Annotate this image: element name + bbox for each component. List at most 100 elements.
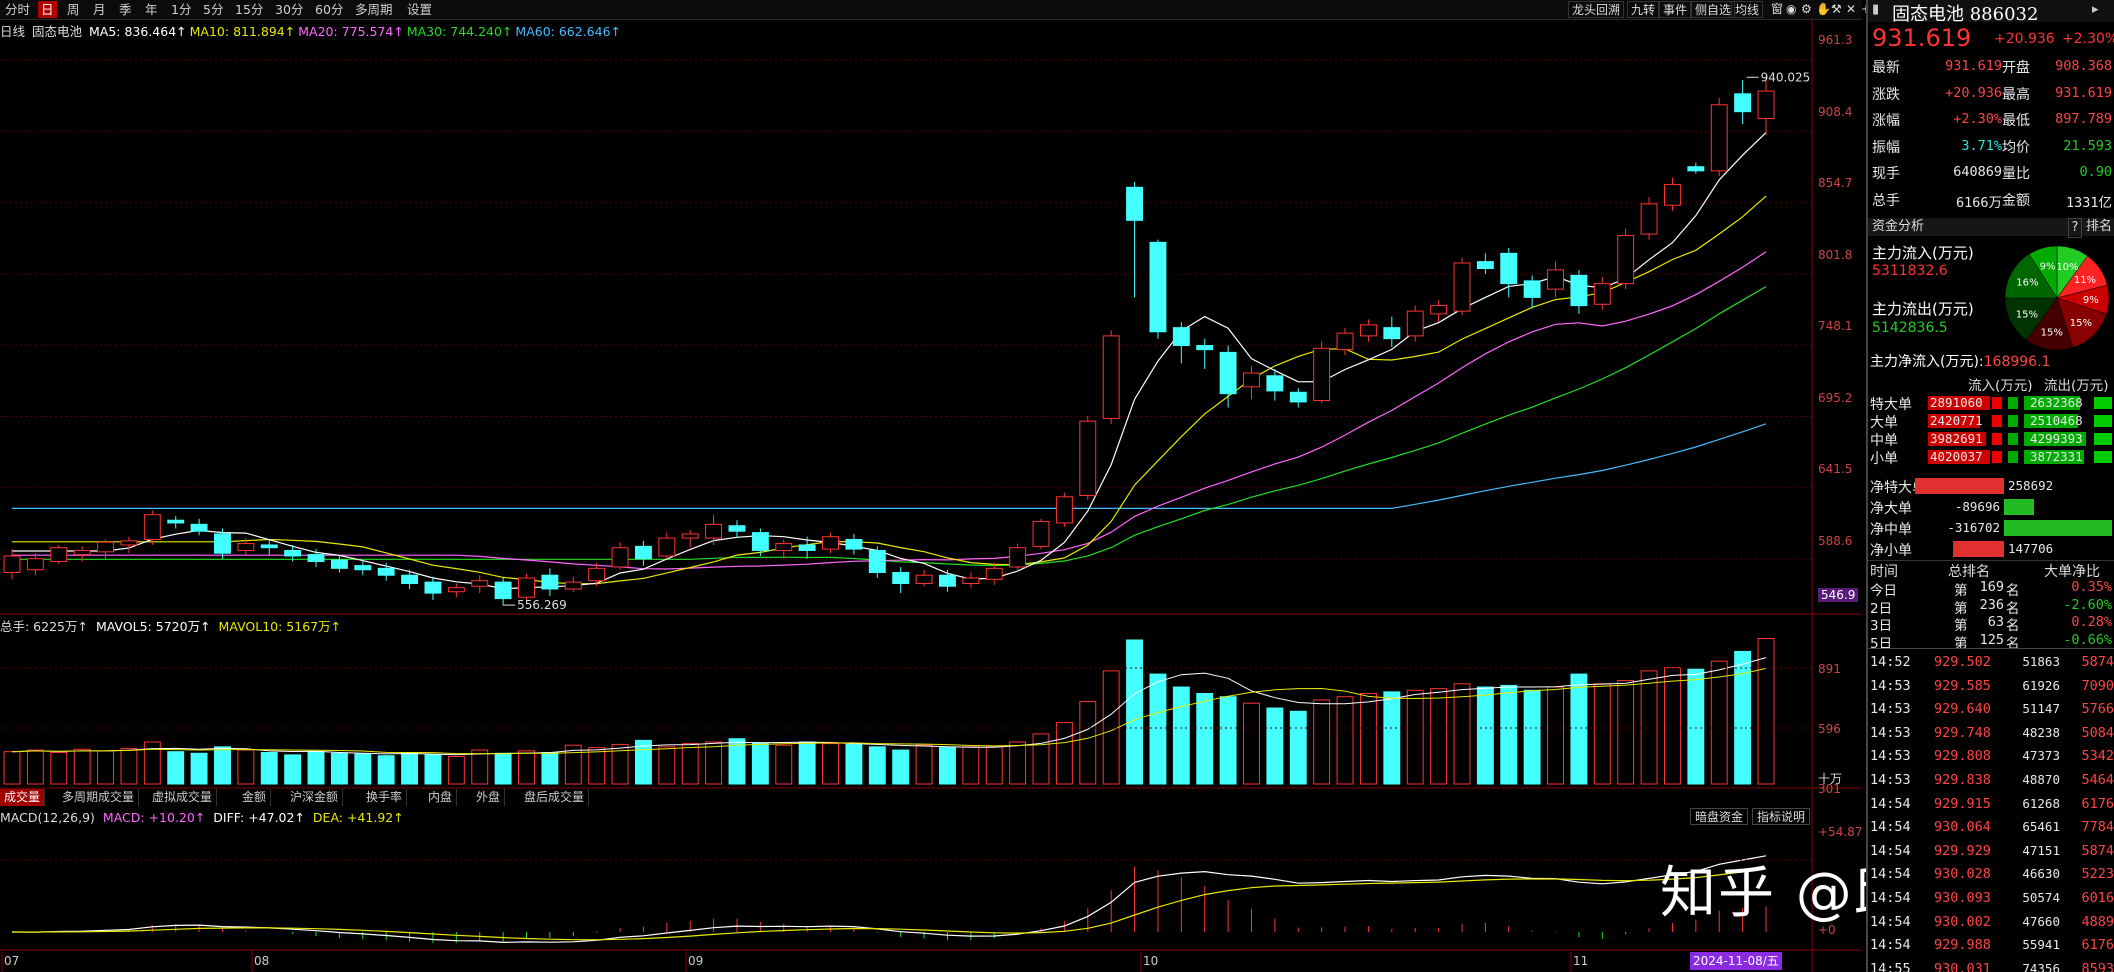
volume-bar-down xyxy=(377,755,395,785)
volume-bar-up xyxy=(1453,683,1471,785)
candle-up xyxy=(1757,90,1775,120)
toolbar-right-3[interactable]: 侧自选 xyxy=(1691,1,1736,18)
volume-bar-down xyxy=(1172,686,1190,785)
candle-down xyxy=(1219,351,1237,395)
net-inflow-value: 168996.1 xyxy=(1983,354,2051,370)
candle-up xyxy=(962,577,980,584)
window-icon[interactable]: 窗 xyxy=(1771,2,1784,16)
tab-8[interactable]: 盘后成交量 xyxy=(520,789,590,806)
candle-down xyxy=(307,554,325,562)
candle-down xyxy=(798,544,816,551)
macd-tick: +54.87 xyxy=(1818,825,1863,839)
indicator-help-button[interactable]: 指标说明 xyxy=(1752,808,1811,825)
toolbar-11[interactable]: 多周期 xyxy=(355,2,393,17)
next-icon[interactable]: ▸ xyxy=(2092,2,2099,17)
tick-time: 14:53 xyxy=(1870,748,1911,765)
tab-0[interactable]: 成交量 xyxy=(0,789,46,806)
flow-out-header: 流出(万元) xyxy=(2044,378,2109,394)
candle-up xyxy=(1079,420,1097,496)
toolbar-2[interactable]: 周 xyxy=(67,2,80,17)
diff-line xyxy=(11,855,1767,944)
net-bar-positive xyxy=(1915,478,2004,494)
net-row: 净特大单 258692 xyxy=(1868,476,2114,496)
candle-down xyxy=(892,571,910,584)
rank-header-ratio: 大单净比 xyxy=(2044,564,2100,580)
close-icon[interactable]: ✕ xyxy=(1846,2,1857,16)
price-tick: 908.4 xyxy=(1818,104,1853,119)
quote-row: 涨幅 +2.30% 最低 897.789 xyxy=(1868,110,2114,134)
price-grid xyxy=(0,59,1812,560)
toolbar-9[interactable]: 30分 xyxy=(275,2,304,17)
volume-bar-up xyxy=(1710,660,1728,785)
volume-bar-up xyxy=(1617,680,1635,785)
rank-period: 2日 xyxy=(1870,600,1893,617)
flow-label: 大单 xyxy=(1870,415,1898,431)
volume-bar-up xyxy=(1593,683,1611,785)
candle-up xyxy=(3,555,21,573)
toolbar-5[interactable]: 年 xyxy=(145,2,158,17)
pin-icon[interactable]: ▮ xyxy=(1872,2,1880,17)
volume-bar-up xyxy=(985,746,1003,785)
toolbar-8[interactable]: 15分 xyxy=(235,2,264,17)
toolbar-3[interactable]: 月 xyxy=(93,2,106,17)
tick-row: 14:54 930.002 47660 4889 xyxy=(1868,912,2114,934)
toolbar-7[interactable]: 5分 xyxy=(203,2,224,17)
toolbar-right-2[interactable]: 事件 xyxy=(1659,1,1692,18)
flow-header: 流入(万元) 流出(万元) xyxy=(1868,374,2114,394)
candle-up xyxy=(588,567,606,582)
tab-1[interactable]: 多周期成交量 xyxy=(58,789,140,806)
tab-4[interactable]: 沪深金额 xyxy=(286,789,344,806)
flow-in-header: 流入(万元) xyxy=(1968,378,2033,394)
panel-title: 固态电池 886032 xyxy=(1892,4,2039,25)
volume-bar-down xyxy=(1476,686,1494,785)
volume-bar-down xyxy=(190,752,208,785)
toolbar-right-4[interactable]: 均线 xyxy=(1731,1,1764,18)
toolbar-4[interactable]: 季 xyxy=(119,2,132,17)
toolbar-1[interactable]: 日 xyxy=(38,1,57,18)
tick-price: 929.808 xyxy=(1934,748,1991,765)
volume-bar-up xyxy=(611,743,629,785)
toolbar-right-0[interactable]: 龙头回溯 xyxy=(1568,1,1625,18)
toolbar-right-1[interactable]: 九转 xyxy=(1627,1,1660,18)
gear-icon[interactable]: ⚙ xyxy=(1801,2,1812,16)
pin-icon[interactable]: ◉ xyxy=(1786,2,1797,16)
ma10-line xyxy=(12,195,1767,585)
tick-time: 14:54 xyxy=(1870,866,1911,883)
rank-ratio: -2.60% xyxy=(2063,596,2112,613)
toolbar-0[interactable]: 分时 xyxy=(5,2,31,17)
kline-chart[interactable]: 940.025 556.269 07 08 09 10 11 xyxy=(0,20,1862,972)
tick-price: 929.640 xyxy=(1934,701,1991,718)
help-button[interactable]: ? xyxy=(2068,218,2082,238)
ma-label-3: MA30: 744.240↑ xyxy=(406,24,513,39)
tab-7[interactable]: 外盘 xyxy=(472,789,506,806)
tab-2[interactable]: 虚拟成交量 xyxy=(148,789,218,806)
toolbar-6[interactable]: 1分 xyxy=(171,2,192,17)
volume-bar-down xyxy=(939,747,956,785)
flow-out-value: 2632368 xyxy=(2030,395,2083,410)
rank-prefix: 第 xyxy=(1954,583,1968,599)
flow-out-bar xyxy=(2024,432,2086,446)
toolbar-10[interactable]: 60分 xyxy=(315,2,344,17)
low-label: 556.269 xyxy=(517,598,567,612)
tab-5[interactable]: 换手率 xyxy=(362,789,408,806)
quote-label: 总手 xyxy=(1872,192,1900,209)
dark-pool-button[interactable]: 暗盘资金 xyxy=(1690,808,1749,825)
tab-6[interactable]: 内盘 xyxy=(424,789,458,806)
volume-bar-down xyxy=(1570,673,1588,785)
volume-bar-down xyxy=(1523,689,1541,785)
tick-divider xyxy=(1868,648,2114,649)
hand-icon[interactable]: ✋ xyxy=(1816,2,1831,16)
volume-bar-up xyxy=(50,751,68,785)
pie-label: 9% xyxy=(2040,262,2056,273)
tab-3[interactable]: 金额 xyxy=(238,789,272,806)
rank-button[interactable]: 排名 xyxy=(2086,219,2113,234)
volume-bar-down xyxy=(401,751,419,785)
tick-volume: 47373 xyxy=(2022,748,2060,764)
macd-title: MACD(12,26,9) xyxy=(0,810,95,825)
candle-up xyxy=(50,547,68,562)
dea-value: DEA: +41.92↑ xyxy=(312,810,404,825)
macd-value: MACD: +10.20↑ xyxy=(102,810,206,825)
toolbar-12[interactable]: 设置 xyxy=(407,2,433,17)
quote-value: 931.619 xyxy=(2055,84,2112,101)
tools-icon[interactable]: ⚒ xyxy=(1831,2,1842,16)
